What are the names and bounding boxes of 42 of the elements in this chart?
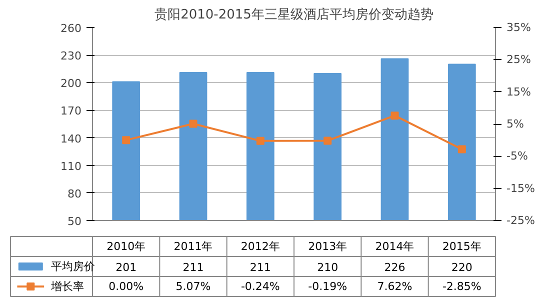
point bbox=[256, 136, 264, 145]
data-label: -0.19% bbox=[308, 280, 348, 293]
x-tick-label: 2013年 bbox=[308, 240, 348, 253]
point bbox=[458, 145, 466, 154]
y-tick-label: 110 bbox=[60, 160, 82, 173]
chart-title: 贵阳2010-2015年三星级酒店平均房价变动趋势 bbox=[154, 6, 434, 22]
data-label: 201 bbox=[116, 261, 137, 274]
data-label: 7.62% bbox=[377, 280, 412, 293]
x-tick-label: 2012年 bbox=[240, 240, 280, 253]
data-label: 211 bbox=[182, 261, 204, 274]
y2-tick-label: -5% bbox=[506, 150, 528, 163]
point bbox=[390, 112, 399, 120]
point bbox=[324, 136, 332, 145]
y-tick-label: 80 bbox=[68, 187, 82, 200]
data-label: 220 bbox=[451, 261, 472, 274]
data-label: 211 bbox=[250, 261, 271, 274]
x-tick-label: 2014年 bbox=[375, 240, 414, 253]
x-tick-label: 2010年 bbox=[106, 240, 146, 253]
y-tick-label: 140 bbox=[60, 132, 82, 146]
legend-label: 平均房价 bbox=[50, 260, 95, 273]
y2-tick-label: 35% bbox=[506, 21, 531, 34]
data-label: -2.85% bbox=[442, 280, 482, 293]
y2-tick-label: 25% bbox=[506, 53, 531, 66]
y2-tick-label: -25% bbox=[506, 214, 535, 227]
y-tick-label: 200 bbox=[60, 77, 82, 90]
legend-label: 增长率 bbox=[50, 280, 84, 293]
x-tick-label: 2011年 bbox=[174, 240, 213, 253]
x-tick-label: 2015年 bbox=[442, 240, 482, 253]
y-tick-label: 260 bbox=[60, 22, 82, 35]
y-tick-label: 230 bbox=[60, 50, 82, 63]
data-label: 0.00% bbox=[108, 280, 144, 293]
y2-tick-label: 5% bbox=[506, 118, 524, 130]
y2-tick-label: -15% bbox=[506, 182, 535, 195]
data-label: 210 bbox=[317, 261, 338, 274]
point bbox=[189, 120, 198, 128]
y2-tick-label: 15% bbox=[506, 85, 531, 98]
data-label: 5.07% bbox=[176, 280, 211, 293]
data-label: -0.24% bbox=[240, 280, 280, 293]
y-tick-label: 50 bbox=[68, 215, 82, 228]
y-tick-label: 170 bbox=[60, 104, 82, 118]
point bbox=[122, 136, 130, 144]
data-label: 226 bbox=[384, 261, 406, 274]
